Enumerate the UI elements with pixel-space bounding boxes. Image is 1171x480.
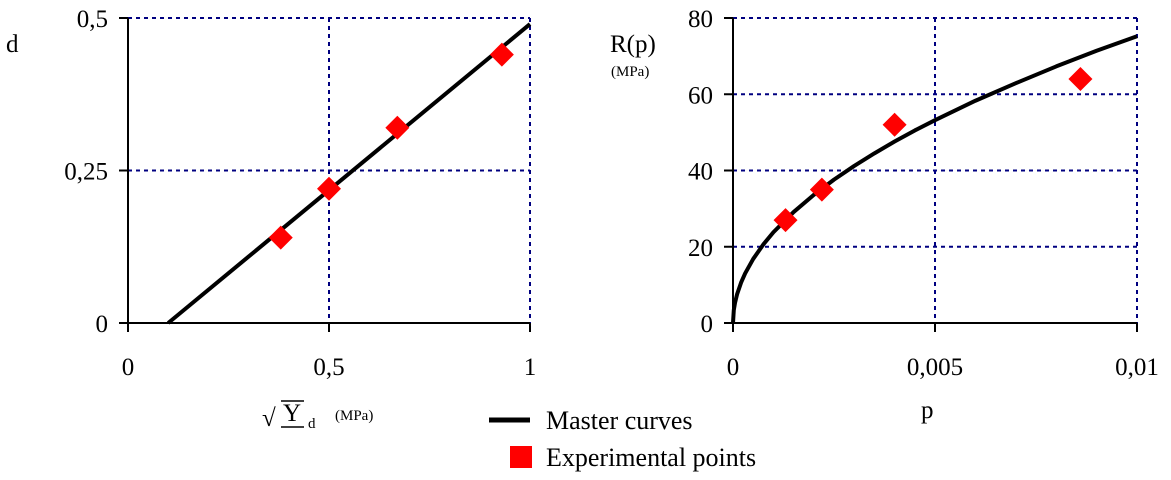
axes [119, 17, 531, 332]
legend-label: Master curves [546, 406, 693, 435]
experimental-point [1068, 67, 1093, 91]
legend-item-master-curves: Master curves [489, 406, 693, 435]
series [731, 34, 1138, 324]
y-tick-label: 40 [688, 159, 713, 186]
y-tick-label: 0,5 [77, 6, 108, 33]
x-tick-label: 0 [122, 354, 135, 381]
series [166, 22, 532, 325]
x-tick-label: 0,005 [907, 354, 963, 381]
y-axis-unit: (MPa) [611, 64, 649, 80]
y-tick-label: 0 [96, 311, 109, 338]
legend-square-swatch [510, 446, 532, 468]
y-tick-label: 60 [688, 82, 713, 109]
axes [724, 17, 1138, 332]
tick-labels: 0 0,25 0,5 0 0,5 1 [64, 6, 536, 381]
x-axis-label: √ Y d (MPa) [262, 400, 373, 432]
experimental-point [882, 112, 907, 137]
legend-item-experimental-points: Experimental points [510, 443, 756, 472]
y-tick-label: 20 [688, 235, 713, 262]
y-axis-label: d [6, 31, 19, 58]
gridlines [128, 17, 531, 323]
y-axis-label: R(p) [610, 31, 656, 58]
x-tick-label: 0,5 [313, 354, 344, 381]
chart-r-vs-p: 0 20 40 60 80 0 0,005 0,01 R(p) (MPa) p [610, 6, 1159, 424]
y-tick-label: 0 [701, 311, 714, 338]
x-tick-label: 1 [524, 354, 537, 381]
radical-sign: √ [262, 405, 276, 432]
x-axis-unit: (MPa) [335, 408, 373, 424]
y-tick-label: 0,25 [64, 159, 108, 186]
x-tick-label: 0 [727, 354, 740, 381]
experimental-point [489, 42, 514, 67]
chart-d-vs-yd: 0 0,25 0,5 0 0,5 1 d √ Y d (MPa) [6, 6, 536, 432]
experimental-point [773, 208, 798, 233]
tick-labels: 0 20 40 60 80 0 0,005 0,01 [688, 6, 1159, 381]
master-curve-line [166, 22, 532, 325]
x-tick-label: 0,01 [1115, 354, 1159, 381]
x-axis-subscript: d [308, 416, 316, 432]
legend: Master curves Experimental points [489, 406, 756, 472]
experimental-point [385, 115, 410, 140]
experimental-point [809, 177, 834, 202]
x-axis-symbol: Y [283, 400, 301, 427]
gridlines [733, 17, 1138, 323]
y-tick-label: 80 [688, 6, 713, 33]
x-axis-label: p [921, 397, 934, 424]
experimental-point [317, 176, 341, 201]
legend-label: Experimental points [546, 443, 756, 472]
experimental-point [268, 225, 293, 250]
